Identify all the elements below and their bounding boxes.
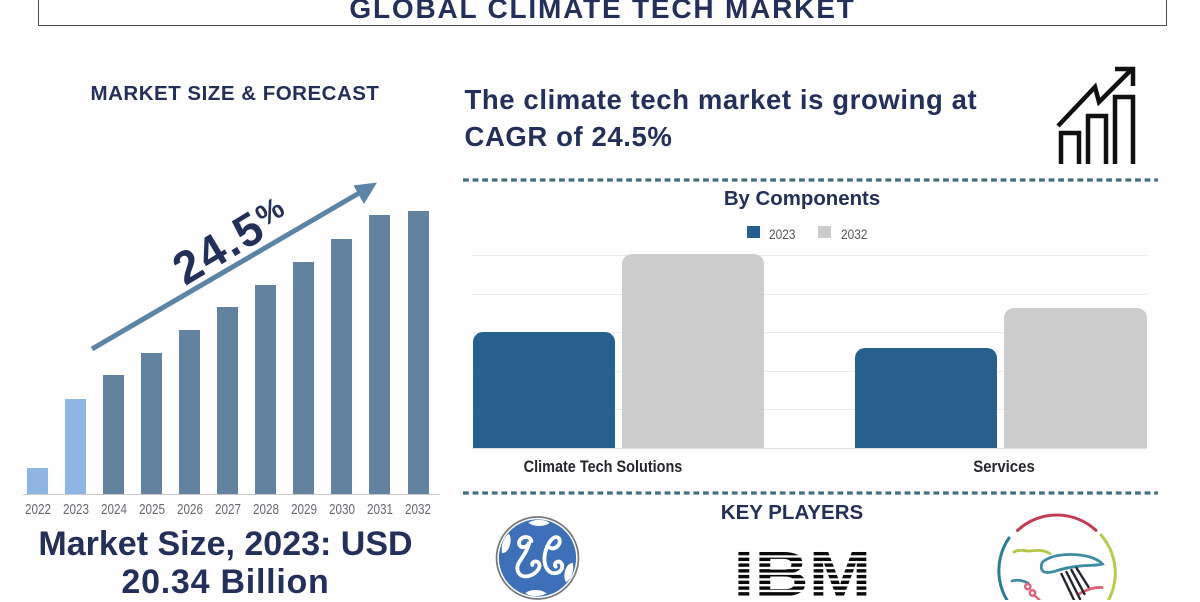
svg-text:IBM: IBM xyxy=(736,551,868,600)
